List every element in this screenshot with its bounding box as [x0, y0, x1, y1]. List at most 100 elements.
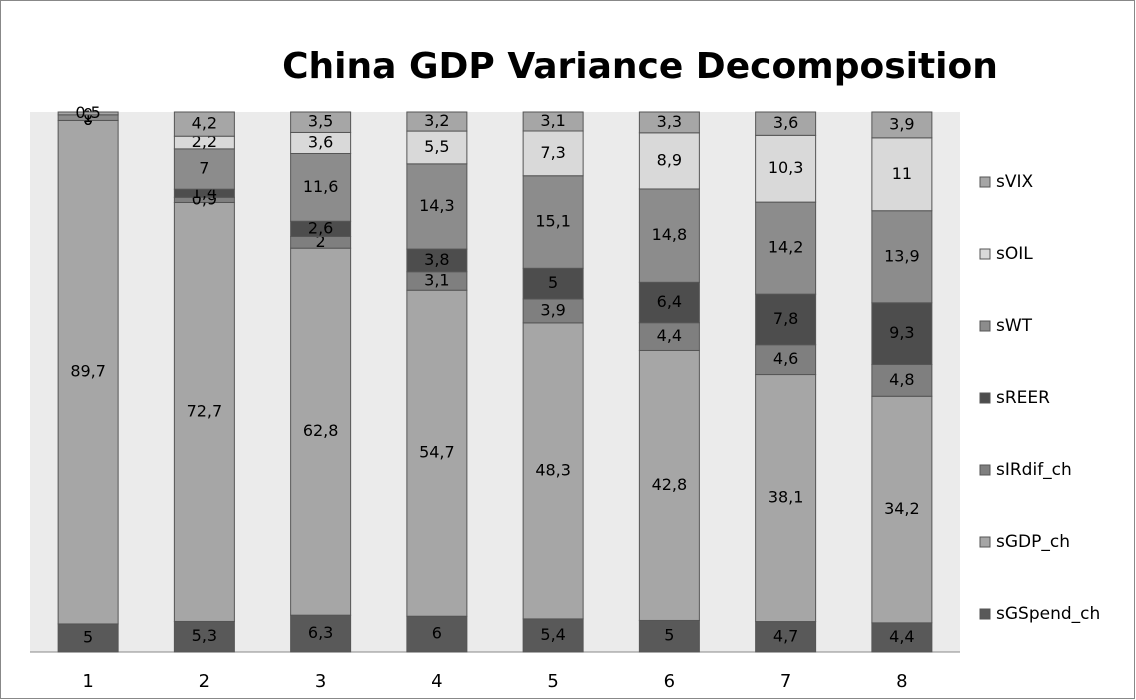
- plot-area: [30, 112, 960, 652]
- data-label: 4,4: [889, 627, 914, 646]
- bar-segment: [57, 111, 119, 116]
- bar-segment: [638, 619, 700, 653]
- legend-swatch: [979, 320, 991, 332]
- legend-label: sGSpend_ch: [996, 604, 1100, 624]
- data-label: 14,2: [768, 238, 804, 257]
- data-label: 3,6: [308, 132, 333, 151]
- bar-segment: [871, 302, 933, 365]
- x-tick-label: 4: [431, 671, 442, 692]
- bar-segment: [290, 614, 352, 653]
- data-label: 3,5: [308, 112, 333, 131]
- data-label: 54,7: [419, 443, 455, 462]
- data-label: 11: [892, 164, 912, 183]
- data-label: 3,9: [889, 114, 914, 133]
- legend-label: sVIX: [996, 172, 1034, 192]
- bar-segment: [173, 201, 235, 622]
- bar-segment: [638, 349, 700, 621]
- legend-swatch: [979, 536, 991, 548]
- bar-segment: [406, 111, 468, 132]
- data-label: 72,7: [187, 401, 223, 420]
- data-label: 4,6: [773, 349, 798, 368]
- bar-segment: [638, 188, 700, 283]
- bar-segment: [290, 247, 352, 616]
- x-tick-label: 3: [315, 671, 326, 692]
- data-label: 3,8: [424, 250, 449, 269]
- bar-segment: [406, 130, 468, 165]
- data-label: 4,8: [889, 370, 914, 389]
- bar-segment: [755, 111, 817, 136]
- data-label: 48,3: [535, 460, 571, 479]
- data-label: 8,9: [657, 150, 682, 169]
- bar-segment: [522, 111, 584, 132]
- x-tick-label: 6: [664, 671, 675, 692]
- data-label: 14,3: [419, 196, 455, 215]
- data-label: 38,1: [768, 488, 804, 507]
- legend-label: sGDP_ch: [996, 532, 1070, 552]
- data-label: 4,4: [657, 326, 682, 345]
- bar-segment: [522, 322, 584, 620]
- legend-label: sWT: [996, 316, 1033, 336]
- legend-label: sOIL: [996, 244, 1033, 264]
- data-label: 2: [316, 232, 326, 251]
- data-label: 6,4: [657, 292, 682, 311]
- chart-title: China GDP Variance Decomposition: [282, 46, 998, 87]
- data-label: 62,8: [303, 421, 339, 440]
- legend-label: sREER: [996, 388, 1050, 408]
- x-tick-label: 5: [547, 671, 558, 692]
- bar-segment: [871, 622, 933, 653]
- data-label: 10,3: [768, 158, 804, 177]
- data-label: 15,1: [535, 212, 571, 231]
- bar-segment: [638, 111, 700, 134]
- data-label: 3,1: [424, 270, 449, 289]
- bar-segment: [522, 267, 584, 300]
- data-label: 7,8: [773, 309, 798, 328]
- data-label: 89,7: [70, 362, 106, 381]
- data-label: 9,3: [889, 323, 914, 342]
- bar-segment: [871, 111, 933, 139]
- bar-segment: [406, 289, 468, 617]
- data-label: 3,3: [657, 112, 682, 131]
- data-label: 7: [199, 159, 209, 178]
- bar-segment: [871, 395, 933, 624]
- bar-segment: [755, 293, 817, 346]
- data-label: 6: [432, 624, 442, 643]
- data-label: 5: [664, 626, 674, 645]
- bar-segment: [173, 620, 235, 653]
- data-label: 2,2: [192, 132, 217, 151]
- legend-swatch: [979, 176, 991, 188]
- legend-swatch: [979, 392, 991, 404]
- bar-segment: [755, 374, 817, 623]
- legend-swatch: [979, 608, 991, 620]
- legend-label: sIRdif_ch: [996, 460, 1072, 480]
- data-label: 5,5: [424, 137, 449, 156]
- data-label: 11,6: [303, 177, 339, 196]
- bar-segment: [871, 137, 933, 212]
- data-label: 3,9: [540, 300, 565, 319]
- data-label: 3,2: [424, 111, 449, 130]
- bar-segment: [755, 134, 817, 203]
- data-label: 3,1: [540, 111, 565, 130]
- data-label: 5: [548, 273, 558, 292]
- data-label: 4,2: [192, 114, 217, 133]
- x-tick-label: 1: [82, 671, 93, 692]
- data-label: 6,3: [308, 623, 333, 642]
- data-label: 14,8: [652, 225, 688, 244]
- data-label: 34,2: [884, 499, 920, 518]
- bar-segment: [290, 111, 352, 133]
- x-tick-label: 7: [780, 671, 791, 692]
- data-label: 2,6: [308, 218, 333, 237]
- bar-segment: [406, 163, 468, 250]
- data-label: 13,9: [884, 246, 920, 265]
- data-label: 42,8: [652, 475, 688, 494]
- data-label: 0,5: [75, 103, 100, 122]
- data-label: 1: [83, 107, 93, 126]
- bar-segment: [755, 201, 817, 295]
- bar-segment: [57, 623, 119, 653]
- x-tick-label: 8: [896, 671, 907, 692]
- bar-segment: [173, 111, 235, 137]
- data-label: 5: [83, 627, 93, 646]
- bar-segment: [638, 322, 700, 351]
- bar-segment: [871, 210, 933, 304]
- data-label: 7,3: [540, 143, 565, 162]
